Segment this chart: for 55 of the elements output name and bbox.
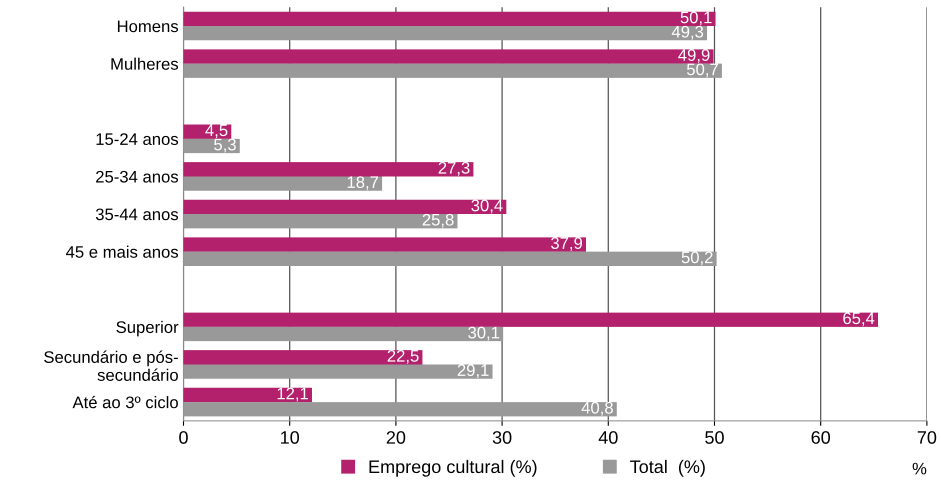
data-label: 22,5 <box>388 350 419 364</box>
data-label: 49,9 <box>678 49 710 63</box>
bar <box>183 64 722 78</box>
bar <box>183 200 506 214</box>
data-label: 25,8 <box>422 214 454 228</box>
bar <box>183 214 458 228</box>
bar <box>183 49 714 64</box>
data-label: 27,3 <box>438 162 470 176</box>
x-tick-label: 10 <box>281 431 300 444</box>
bar <box>183 12 716 26</box>
data-label: 50,2 <box>682 251 713 266</box>
x-tick-label: 30 <box>492 431 512 444</box>
y-tick-label: 35-44 anos <box>96 208 178 220</box>
bar <box>183 237 586 252</box>
data-label: 18,7 <box>348 176 378 190</box>
x-tick-label: 0 <box>179 431 188 444</box>
data-label: 30,1 <box>468 326 500 340</box>
y-tick-label: Até ao 3º ciclo <box>72 396 178 408</box>
bar <box>183 402 617 416</box>
data-label: 50,1 <box>680 12 712 26</box>
x-axis-title: % <box>912 462 926 474</box>
bar <box>183 252 717 266</box>
y-tick-label: Superior <box>116 320 178 336</box>
y-tick-label: 45 e mais anos <box>66 246 178 258</box>
y-tick-label: 15-24 anos <box>96 133 178 146</box>
bar <box>183 124 232 139</box>
x-tick-label: 60 <box>812 431 830 444</box>
data-label: 37,9 <box>551 237 582 251</box>
y-tick-label: Homens <box>118 20 178 32</box>
data-label: 50,7 <box>686 63 718 78</box>
data-label: 4,5 <box>205 124 228 138</box>
data-label: 5,3 <box>214 138 236 152</box>
bar <box>183 176 382 191</box>
data-label: 12,1 <box>278 388 308 402</box>
bar <box>183 388 312 402</box>
bar <box>183 26 708 40</box>
bar <box>183 364 493 379</box>
x-tick-label: 70 <box>918 431 936 444</box>
y-tick-label: Secundário e pós- secundário <box>44 350 178 381</box>
data-label: 65,4 <box>843 312 874 326</box>
data-label: 40,8 <box>582 402 613 416</box>
bar <box>183 350 422 364</box>
data-label: 30,4 <box>471 200 503 214</box>
y-tick-label: 25-34 anos <box>96 170 178 183</box>
data-label: 29,1 <box>458 364 489 378</box>
legend-label: Total (%) <box>630 460 705 477</box>
x-tick-label: 40 <box>598 431 618 444</box>
y-tick-label: Mulheres <box>111 58 178 70</box>
x-tick-label: 20 <box>386 431 406 444</box>
bar <box>183 162 474 176</box>
bar <box>183 312 878 327</box>
data-label: 49,3 <box>672 26 704 40</box>
x-tick-label: 50 <box>705 431 724 444</box>
legend-label: Emprego cultural (%) <box>370 460 536 477</box>
bar <box>183 326 504 342</box>
